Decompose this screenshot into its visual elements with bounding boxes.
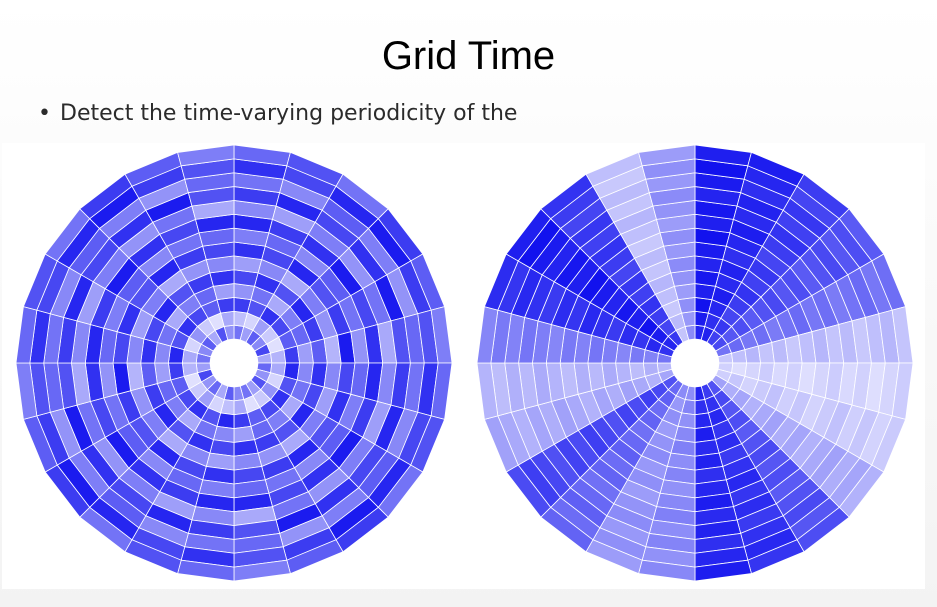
grid-cell <box>638 144 696 167</box>
grid-cell <box>694 412 713 430</box>
radial-heatmap-right <box>476 144 914 582</box>
grid-cell <box>628 362 646 381</box>
radial-heatmap-left <box>15 144 453 582</box>
grid-cell <box>167 362 185 381</box>
bullet-item: • Detect the time-varying periodicity of… <box>38 101 517 126</box>
grid-cell <box>744 345 762 364</box>
grid-cell <box>216 296 235 314</box>
grid-cell <box>677 296 696 314</box>
chart-figure <box>2 143 925 589</box>
slide-title: Grid Time <box>381 34 556 78</box>
bullet-text: Detect the time-varying periodicity of t… <box>60 101 518 126</box>
grid-cell <box>177 144 235 167</box>
bullet-dot: • <box>38 101 51 126</box>
grid-cell <box>283 345 301 364</box>
grid-cell <box>233 412 252 430</box>
